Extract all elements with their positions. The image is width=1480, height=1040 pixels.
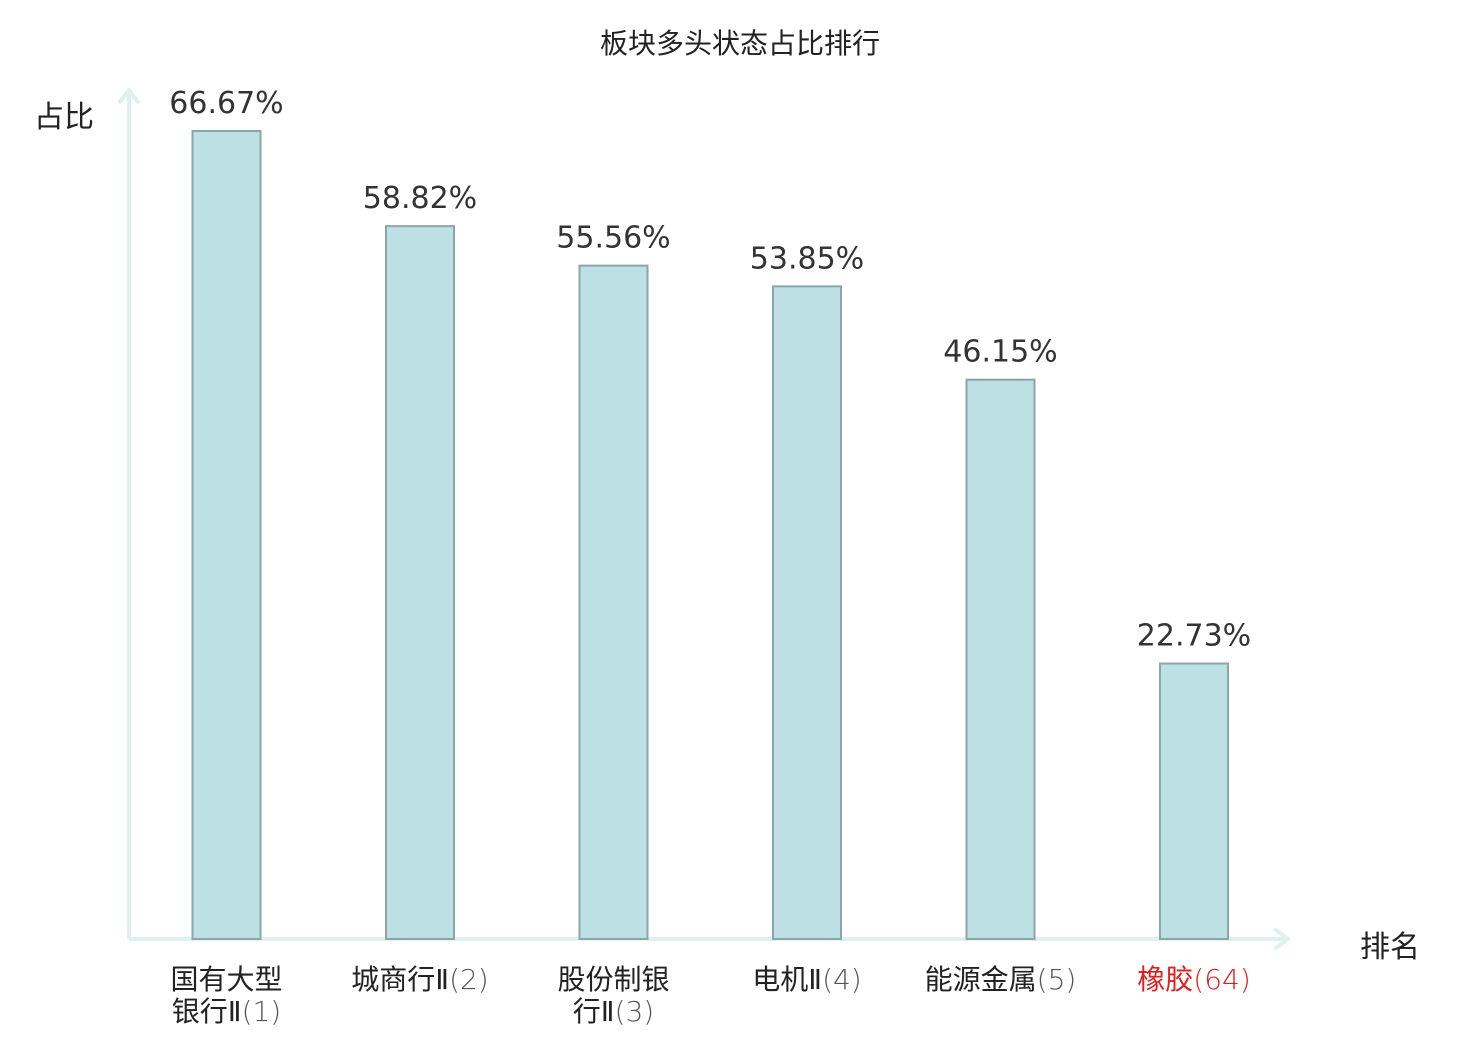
y-axis-label: 占比 xyxy=(34,100,94,135)
bar xyxy=(578,264,649,940)
chart-title: 板块多头状态占比排行 xyxy=(599,27,880,60)
x-tick-name: 股份制银行Ⅱ xyxy=(557,963,670,1028)
x-tick-name: 国有大型银行Ⅱ xyxy=(170,963,283,1028)
x-tick-label: 橡胶(64) xyxy=(1099,964,1289,996)
bar-value-label: 58.82% xyxy=(363,181,477,216)
bar xyxy=(772,285,842,941)
bar-value-label: 53.85% xyxy=(750,241,864,276)
x-tick-name: 橡胶 xyxy=(1137,963,1194,996)
x-tick-rank: (5) xyxy=(1036,963,1077,996)
x-axis-arrow xyxy=(1274,928,1290,950)
x-tick-rank: (1) xyxy=(241,995,282,1028)
x-tick-label: 国有大型银行Ⅱ(1) xyxy=(159,964,295,1028)
x-tick-rank: (64) xyxy=(1193,963,1251,996)
bar-value-label: 66.67% xyxy=(169,86,283,121)
x-tick-name: 城商行Ⅱ xyxy=(351,963,450,996)
x-tick-label: 城商行Ⅱ(2) xyxy=(325,964,515,996)
x-tick-name: 能源金属 xyxy=(924,963,1037,996)
x-tick-name: 电机Ⅱ xyxy=(752,963,823,996)
x-tick-rank: (4) xyxy=(822,963,862,996)
bar xyxy=(965,378,1036,941)
bar-value-label: 55.56% xyxy=(556,221,670,256)
x-tick-label: 电机Ⅱ(4) xyxy=(712,964,902,996)
bar xyxy=(1159,662,1229,940)
bar xyxy=(191,130,262,940)
x-axis-label: 排名 xyxy=(1360,930,1420,965)
bar xyxy=(385,225,455,940)
bar-value-label: 22.73% xyxy=(1137,619,1251,654)
y-axis-arrow xyxy=(118,88,140,104)
x-tick-label: 能源金属(5) xyxy=(906,964,1096,996)
x-tick-rank: (2) xyxy=(449,963,489,996)
x-tick-label: 股份制银行Ⅱ(3) xyxy=(546,964,682,1028)
x-tick-rank: (3) xyxy=(614,995,655,1028)
bar-value-label: 46.15% xyxy=(943,335,1057,370)
